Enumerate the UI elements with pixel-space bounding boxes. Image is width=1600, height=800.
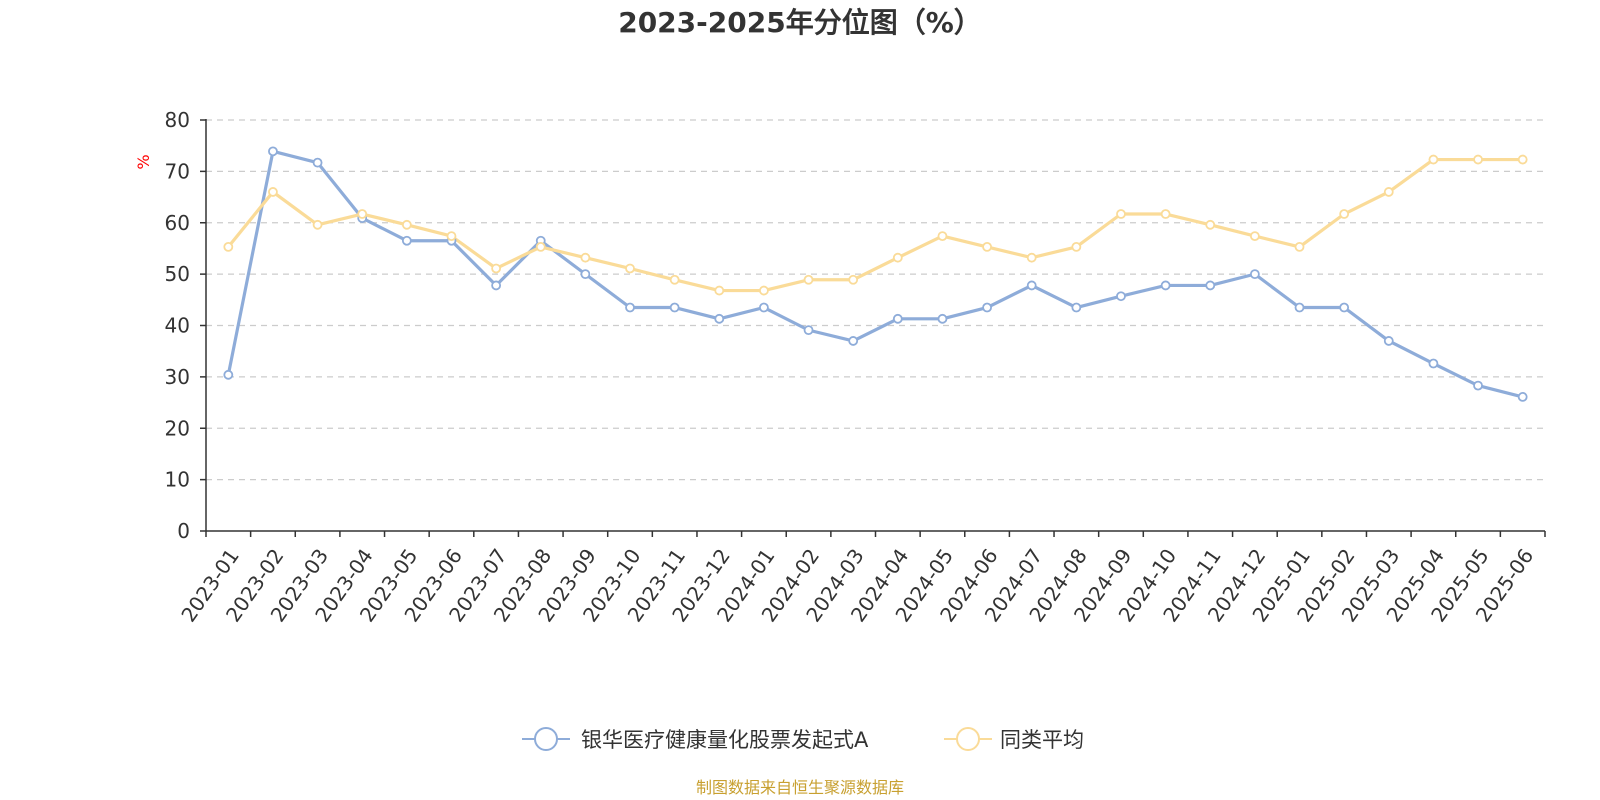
y-tick-label: 10 [165,468,190,492]
y-tick-label: 30 [165,365,190,389]
series-2-point [1473,154,1483,165]
series-2-point [223,241,234,252]
series-2-point [491,263,502,274]
series-1-point [759,302,769,313]
data-source-note: 制图数据来自恒生聚源数据库 [696,778,904,797]
legend-item-label: 银华医疗健康量化股票发起式A [581,728,869,752]
series-1-point [714,313,725,324]
series-1-point [1339,302,1350,313]
y-tick-label: 0 [177,519,190,543]
series-2-point [625,263,635,274]
series-2-point [401,219,412,230]
legend-symbol-marker [534,727,558,751]
series-2-point [714,285,725,296]
series-1-point [892,313,903,324]
series-1-point [803,325,814,336]
series-1-point [268,146,278,157]
series-1-point [669,302,680,313]
series-2-point [1205,219,1216,230]
chart-title: 2023-2025年分位图（%） [618,6,982,39]
y-tick-label: 50 [165,262,190,286]
series-1-point [1026,280,1037,291]
series-2-point [1517,154,1528,165]
series-1-point [1428,358,1439,369]
series-2-point [848,274,859,285]
series-2-point [312,219,323,230]
series-2-point [1383,187,1394,197]
series-1-point [1249,269,1260,280]
series-1-point [312,157,323,168]
series-2-point [1339,209,1350,219]
series-1-point [1205,280,1216,291]
series-1-point [401,235,412,246]
axes: 010203040506070802023-012023-022023-0320… [165,108,1546,626]
series-2-point [1071,241,1082,252]
series-1-point [491,280,502,291]
series-2-point [892,252,903,263]
legend: 银华医疗健康量化股票发起式A 同类平均 [522,727,1084,752]
series-2-point [580,252,591,263]
series-2-point [1249,231,1260,242]
series-2-point [803,274,814,285]
series-2-point [669,274,680,285]
y-tick-label: 60 [165,211,190,235]
series-2-point [937,231,948,242]
series-1-point [223,369,234,380]
series-2-point [1026,252,1037,263]
y-tick-label: 40 [165,314,190,338]
series-1-point [848,336,859,346]
series-2-point [446,231,457,242]
y-axis-unit-label: % [134,154,153,169]
legend-symbol-marker [956,727,980,751]
series-lines [223,146,1528,402]
y-tick-label: 20 [165,416,190,440]
y-tick-label: 80 [165,108,190,132]
series-1-point [937,313,948,324]
series-2-point [535,241,546,252]
y-tick-label: 70 [165,159,190,183]
series-2-point [1116,209,1126,219]
series-2-point [1428,154,1439,165]
series-1-point [1071,302,1082,313]
series-1-point [625,302,635,313]
series-1-point [1160,280,1171,291]
series-line-2 [227,157,1523,293]
series-2-point [357,209,368,219]
series-line-1 [226,149,1524,399]
series-1-point [580,269,591,280]
series-2-point [982,241,992,252]
series-1-point [1473,380,1483,391]
series-1-point [982,302,992,313]
series-2-point [268,187,278,197]
series-1-point [1383,336,1394,346]
series-2-point [759,285,769,296]
series-2-point [1294,241,1305,252]
series-1-point [1116,291,1126,302]
series-1-point [1517,392,1528,402]
series-1-point [1294,302,1305,313]
gridlines [206,119,1545,481]
series-2-point [1160,209,1171,219]
legend-item-label: 同类平均 [1000,728,1084,752]
